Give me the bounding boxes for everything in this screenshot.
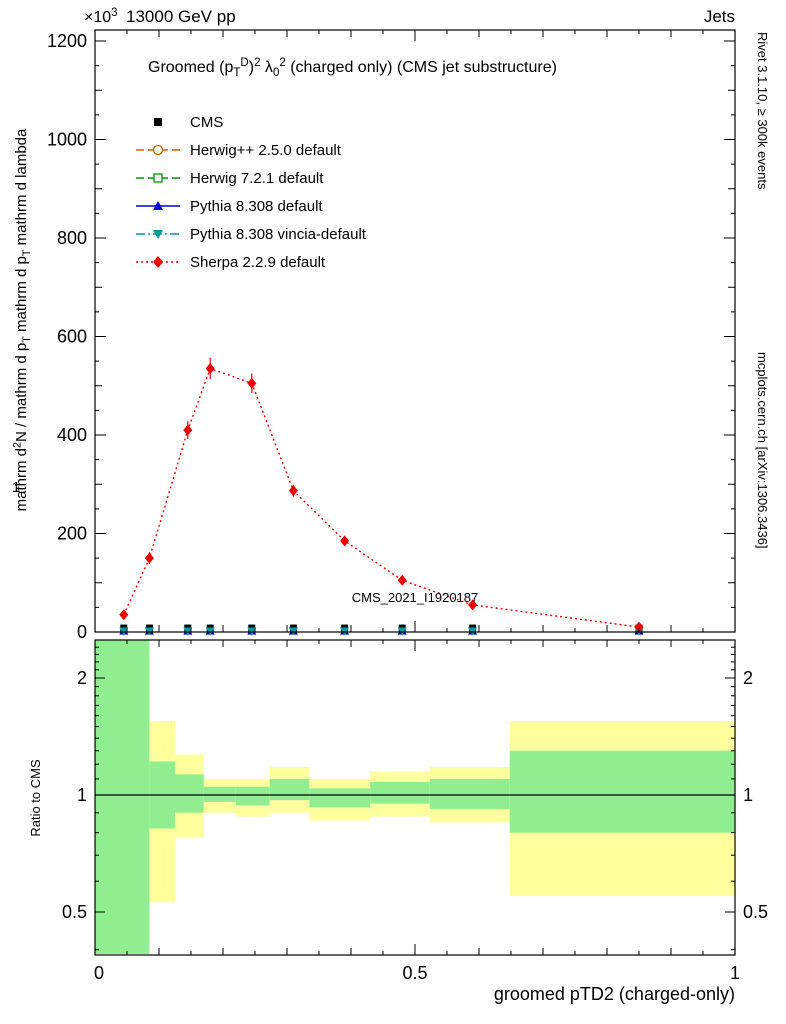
x-tick-label: 0	[94, 963, 104, 983]
ratio-tick-label: 0.5	[62, 902, 87, 922]
legend-label: Pythia 8.308 vincia-default	[190, 226, 367, 243]
x-axis-label: groomed pTD2 (charged-only)	[494, 984, 735, 1004]
x-tick-label: 1	[730, 963, 740, 983]
y-tick-label: 1000	[47, 130, 87, 150]
legend-marker	[154, 118, 162, 126]
ratio-tick-label: 2	[77, 668, 87, 688]
legend-marker	[153, 173, 163, 183]
y-axis-label: mathrm d2N / mathrm d pT mathrm d pT mat…	[11, 128, 32, 511]
x-tick-label: 0.5	[402, 963, 427, 983]
legend-label: Sherpa 2.2.9 default	[190, 254, 326, 271]
sherpa-2-2-9-default-marker	[247, 377, 257, 389]
y-axis-label-prefix: 1	[12, 479, 20, 496]
sherpa-2-2-9-default-marker	[468, 599, 478, 611]
sherpa-2-2-9-default-marker	[183, 424, 193, 436]
legend-marker	[153, 256, 163, 268]
ratio-band-green	[203, 786, 236, 802]
mcplots-credit-label: mcplots.cern.ch [arXiv:1306.3436]	[755, 352, 770, 549]
ratio-band-green	[235, 786, 270, 806]
ratio-tick-label-right: 2	[743, 668, 753, 688]
y-tick-label: 0	[77, 622, 87, 642]
legend-label: Herwig++ 2.5.0 default	[190, 142, 342, 159]
plot-title: Groomed (pTD)2 λ02 (charged only) (CMS j…	[148, 57, 557, 79]
tick-labels: 0 200 400 600 800 1000 1200 0 0.5 1 0.5 0.5 1 1 2 2	[47, 31, 768, 983]
sherpa-2-2-9-default-marker	[288, 485, 298, 497]
legend-label: CMS	[190, 114, 223, 131]
ratio-band-green	[370, 782, 430, 804]
sherpa-2-2-9-default-marker	[205, 363, 215, 375]
y-tick-label: 400	[57, 425, 87, 445]
sherpa-2-2-9-default-marker	[119, 609, 129, 621]
beam-energy-label: 13000 GeV pp	[126, 7, 236, 26]
legend-label: Herwig 7.2.1 default	[190, 170, 324, 187]
y-tick-label: 1200	[47, 31, 87, 51]
ratio-band-green	[95, 640, 150, 954]
ratio-band-green	[309, 788, 371, 808]
ratio-band-green	[269, 778, 310, 801]
ratio-bands	[95, 640, 735, 954]
axes	[94, 29, 736, 956]
legend: CMS Herwig++ 2.5.0 default Herwig 7.2.1 de…	[136, 114, 367, 271]
sherpa-2-2-9-default-marker	[397, 574, 407, 586]
legend-marker	[152, 144, 164, 156]
y-tick-label: 800	[57, 228, 87, 248]
legend-marker	[153, 201, 163, 210]
ratio-tick-label-right: 1	[743, 785, 753, 805]
legend-marker	[153, 230, 163, 239]
ratio-tick-label: 1	[77, 785, 87, 805]
rivet-version-label: Rivet 3.1.10, ≥ 300k events	[755, 32, 770, 190]
ratio-band-green	[429, 778, 510, 810]
ratio-tick-label-right: 0.5	[743, 902, 768, 922]
ratio-band-green	[509, 750, 735, 833]
y-tick-label: 200	[57, 524, 87, 544]
watermark: CMS_2021_I1920187	[352, 590, 479, 605]
ratio-band-green	[175, 774, 204, 813]
y-axis-power-label: ×103	[84, 7, 118, 26]
sherpa-2-2-9-default-marker	[144, 552, 154, 564]
process-label: Jets	[704, 7, 735, 26]
sherpa-2-2-9-default-marker	[340, 535, 350, 547]
ratio-y-axis-label: Ratio to CMS	[28, 759, 43, 837]
legend-label: Pythia 8.308 default	[190, 198, 323, 215]
sherpa-2-2-9-default-marker	[634, 621, 644, 633]
y-tick-label: 600	[57, 327, 87, 347]
